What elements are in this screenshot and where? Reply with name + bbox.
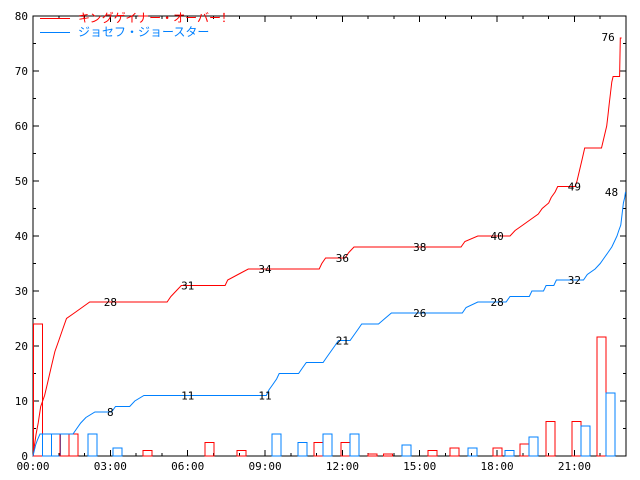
- histogram-bar: [504, 450, 515, 457]
- point-value-label: 49: [568, 181, 581, 194]
- histogram-bar: [519, 443, 530, 457]
- point-value-label: 8: [107, 406, 114, 419]
- histogram-bar: [383, 453, 394, 457]
- x-tick-label: 09:00: [248, 460, 281, 473]
- histogram-bar: [313, 441, 324, 457]
- histogram-bar: [236, 450, 247, 457]
- histogram-bar: [51, 433, 62, 457]
- legend-label-series1: キングゲイナー・オーバー！: [78, 11, 234, 25]
- point-value-label: 26: [413, 307, 426, 320]
- legend-item-series1: キングゲイナー・オーバー！: [40, 11, 233, 25]
- histogram-bar: [112, 447, 123, 457]
- histogram-bar: [492, 447, 503, 457]
- histogram-bar: [271, 433, 282, 457]
- point-value-label: 28: [490, 296, 503, 309]
- histogram-bar: [204, 441, 215, 457]
- histogram-bar: [349, 433, 360, 457]
- x-tick-label: 15:00: [403, 460, 436, 473]
- histogram-bar: [59, 433, 70, 457]
- y-tick-label: 20: [15, 340, 28, 353]
- x-tick-label: 21:00: [558, 460, 591, 473]
- point-value-label: 31: [181, 280, 194, 293]
- point-value-label: 38: [413, 241, 426, 254]
- histogram-bar: [449, 447, 460, 457]
- x-tick-label: 18:00: [481, 460, 514, 473]
- x-tick-label: 12:00: [326, 460, 359, 473]
- histogram-bar: [605, 392, 616, 457]
- histogram-bar: [68, 433, 79, 457]
- histogram-bar: [401, 444, 412, 457]
- histogram-bar: [467, 447, 478, 457]
- series-line-0: [32, 37, 622, 457]
- point-value-label: 11: [181, 390, 194, 403]
- plot-border: [32, 15, 627, 457]
- y-tick-label: 10: [15, 395, 28, 408]
- point-value-label: 76: [602, 31, 615, 44]
- y-tick-label: 30: [15, 285, 28, 298]
- histogram-bar: [33, 323, 44, 457]
- y-tick-label: 70: [15, 65, 28, 78]
- histogram-bar: [322, 433, 333, 457]
- histogram-bar: [87, 433, 98, 457]
- histogram-bar: [427, 450, 438, 457]
- point-value-label: 28: [104, 296, 117, 309]
- histogram-bar: [42, 433, 53, 457]
- histogram-bar: [545, 420, 556, 457]
- y-tick-label: 50: [15, 175, 28, 188]
- y-tick-label: 60: [15, 120, 28, 133]
- legend-line-sample-red: [40, 17, 70, 19]
- histogram-bar: [367, 453, 378, 457]
- point-value-label: 48: [605, 186, 618, 199]
- histogram-bar: [596, 336, 607, 457]
- x-tick-label: 06:00: [171, 460, 204, 473]
- legend-line-sample-blue: [40, 31, 70, 33]
- point-value-label: 11: [258, 390, 271, 403]
- y-tick-label: 40: [15, 230, 28, 243]
- point-value-label: 34: [258, 263, 272, 276]
- histogram-bar: [142, 450, 153, 457]
- point-value-label: 36: [336, 252, 349, 265]
- x-tick-label: 03:00: [94, 460, 127, 473]
- histogram-bar: [297, 441, 308, 457]
- legend-label-series2: ジョセフ・ジョースター: [78, 25, 210, 39]
- point-value-label: 32: [568, 274, 581, 287]
- histogram-bar: [571, 420, 582, 457]
- series-line-1: [32, 191, 626, 457]
- point-value-label: 21: [336, 335, 349, 348]
- histogram-bar: [528, 436, 539, 457]
- y-tick-label: 80: [15, 10, 28, 23]
- legend-item-series2: ジョセフ・ジョースター: [40, 25, 209, 39]
- histogram-bar: [580, 425, 591, 457]
- x-tick-label: 00:00: [16, 460, 49, 473]
- point-value-label: 40: [490, 230, 503, 243]
- y-tick-label: 0: [21, 450, 28, 463]
